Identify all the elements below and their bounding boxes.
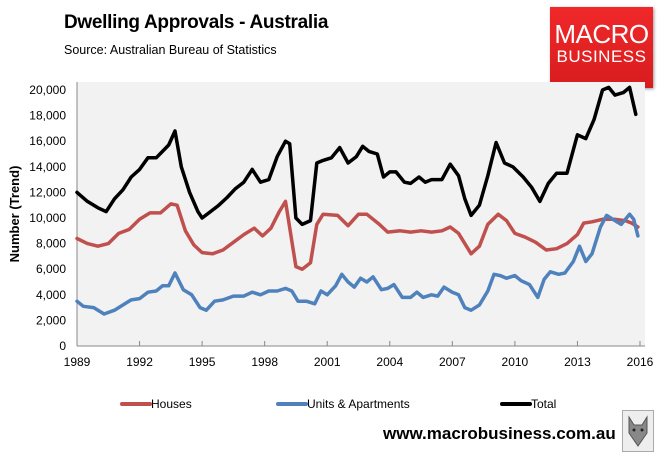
series-line-total [75, 85, 638, 227]
x-tick-label: 1998 [251, 355, 278, 369]
x-tick-label: 2010 [502, 355, 529, 369]
legend-label: Units & Apartments [307, 397, 410, 411]
x-tick-label: 1989 [64, 355, 91, 369]
x-tick-label: 1995 [189, 355, 216, 369]
series-line-units-apartments [75, 212, 640, 316]
series-line-houses [75, 199, 640, 271]
x-tick-label: 1992 [126, 355, 153, 369]
logo-line-2: BUSINESS [556, 47, 647, 66]
legend-label: Total [531, 397, 556, 411]
chart-title: Dwelling Approvals - Australia [64, 12, 329, 33]
y-tick-label: 14,000 [29, 160, 66, 174]
y-tick-label: 8,000 [36, 237, 66, 251]
x-tick-label: 2016 [627, 355, 654, 369]
y-tick-label: 6,000 [36, 262, 66, 276]
x-tick-label: 2004 [376, 355, 403, 369]
y-tick-label: 20,000 [29, 83, 66, 97]
y-tick-label: 2,000 [36, 313, 66, 327]
y-tick-label: 4,000 [36, 288, 66, 302]
y-axis-label: Number (Trend) [7, 166, 22, 263]
y-tick-label: 0 [59, 339, 66, 353]
x-tick-label: 2001 [314, 355, 341, 369]
logo-line-1: MACRO [554, 19, 649, 49]
x-tick-label: 2013 [564, 355, 591, 369]
y-tick-label: 12,000 [29, 185, 66, 199]
website-url: www.macrobusiness.com.au [383, 424, 616, 443]
chart-source: Source: Australian Bureau of Statistics [64, 43, 277, 57]
wolf-mascot-icon [622, 410, 654, 452]
y-tick-label: 10,000 [29, 211, 66, 225]
legend-label: Houses [151, 397, 192, 411]
macrobusiness-logo: MACRO BUSINESS [550, 7, 653, 88]
y-tick-label: 16,000 [29, 134, 66, 148]
y-tick-label: 18,000 [29, 109, 66, 123]
x-tick-label: 2007 [439, 355, 466, 369]
